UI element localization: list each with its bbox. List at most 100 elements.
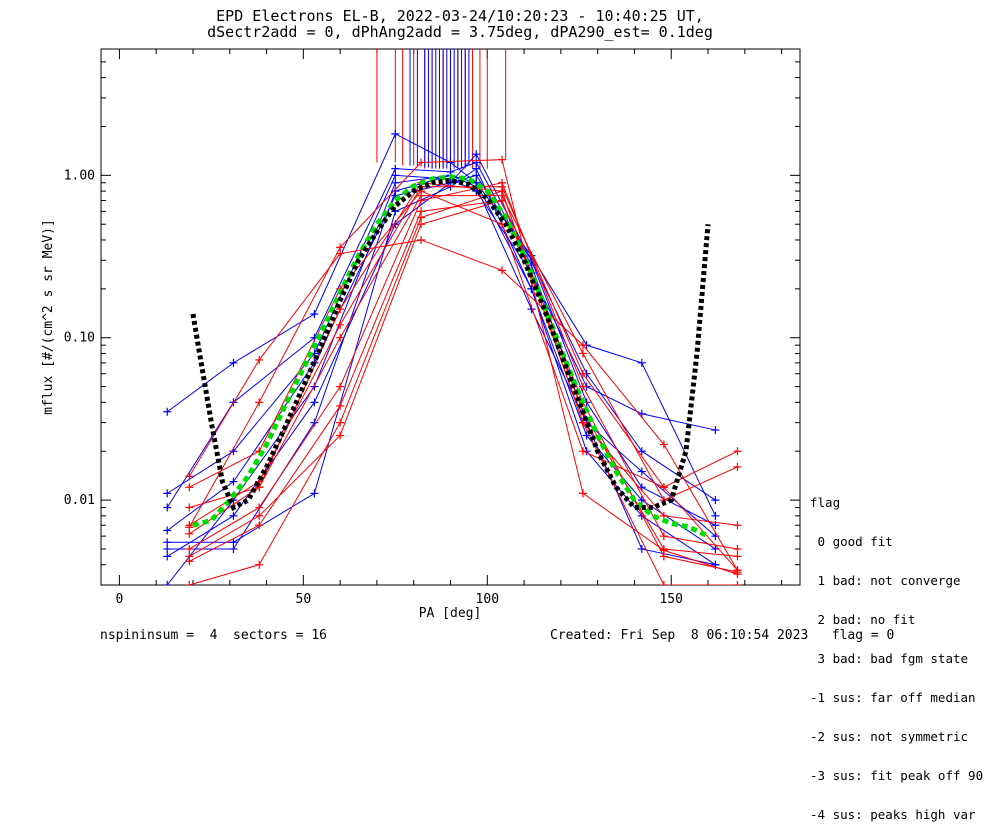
footer-info: nspininsum = 4 sectors = 16 xyxy=(100,628,327,643)
data-point xyxy=(185,521,194,530)
data-point xyxy=(229,477,238,486)
x-tick-label: 0 xyxy=(115,592,123,607)
data-point xyxy=(336,418,345,427)
data-point xyxy=(255,560,264,569)
chart-canvas: 0 50 100 150 0.01 0.10 1.00 PA [deg] mflux [#/… xyxy=(41,48,801,621)
data-point xyxy=(578,382,587,391)
data-layer xyxy=(163,49,742,585)
data-point xyxy=(229,544,238,553)
data-point xyxy=(185,483,194,492)
data-point xyxy=(336,431,345,440)
data-point xyxy=(185,552,194,561)
data-point xyxy=(163,503,172,512)
data-point xyxy=(310,489,319,498)
data-point xyxy=(733,462,742,471)
data-point xyxy=(255,398,264,407)
flag-legend-item: 1 bad: not converge xyxy=(810,573,961,588)
flag-legend-item: -2 sus: not symmetric xyxy=(810,729,969,744)
data-point xyxy=(498,155,507,164)
data-point xyxy=(733,581,742,585)
data-point xyxy=(255,511,264,520)
data-point xyxy=(391,171,400,180)
data-point xyxy=(185,472,194,481)
data-point xyxy=(336,243,345,252)
series-line xyxy=(188,159,738,575)
x-tick-label: 50 xyxy=(296,592,312,607)
data-point xyxy=(578,489,587,498)
data-point xyxy=(391,129,400,138)
y-tick-label: 0.01 xyxy=(64,493,95,508)
data-point xyxy=(163,407,172,416)
data-point xyxy=(472,171,481,180)
x-tick-label: 100 xyxy=(476,592,499,607)
median-curve xyxy=(192,174,710,539)
axes: 0 50 100 150 0.01 0.10 1.00 xyxy=(64,48,800,607)
data-point xyxy=(336,320,345,329)
data-point xyxy=(498,266,507,275)
data-point xyxy=(310,382,319,391)
data-point xyxy=(391,178,400,187)
data-point xyxy=(185,503,194,512)
flag-legend-title: flag xyxy=(810,495,841,510)
data-point xyxy=(336,382,345,391)
data-point xyxy=(637,544,646,553)
data-point xyxy=(578,447,587,456)
x-axis-label: PA [deg] xyxy=(419,606,482,621)
data-point xyxy=(336,401,345,410)
data-point xyxy=(637,447,646,456)
data-point xyxy=(255,521,264,530)
data-point xyxy=(659,532,668,541)
data-point xyxy=(310,398,319,407)
data-point xyxy=(229,358,238,367)
series-line xyxy=(189,199,738,557)
data-point xyxy=(637,467,646,476)
data-point xyxy=(659,544,668,553)
series-line xyxy=(189,182,738,526)
data-point xyxy=(255,503,264,512)
data-point xyxy=(310,309,319,318)
data-point xyxy=(637,358,646,367)
data-point xyxy=(417,235,426,244)
series-line xyxy=(166,161,716,537)
data-point xyxy=(163,581,172,585)
series-line xyxy=(189,190,738,585)
data-point xyxy=(498,196,507,205)
data-point xyxy=(659,440,668,449)
data-point xyxy=(498,187,507,196)
data-point xyxy=(733,521,742,530)
footer-created: Created: Fri Sep 8 06:10:54 2023 flag = … xyxy=(550,628,895,643)
data-point xyxy=(472,164,481,173)
data-point xyxy=(578,369,587,378)
chart-title: EPD Electrons EL-B, 2022-03-24/10:20:23 … xyxy=(216,7,704,25)
data-point xyxy=(163,544,172,553)
data-point xyxy=(711,426,720,435)
y-tick-label: 0.10 xyxy=(64,331,95,346)
data-point xyxy=(185,544,194,553)
series-line xyxy=(188,239,738,571)
data-point xyxy=(391,164,400,173)
data-point xyxy=(733,544,742,553)
data-point xyxy=(417,158,426,167)
series-line xyxy=(166,174,716,494)
data-point xyxy=(163,538,172,547)
series-line xyxy=(167,167,716,566)
data-point xyxy=(733,447,742,456)
data-point xyxy=(711,496,720,505)
fit-curve xyxy=(190,177,711,511)
data-point xyxy=(711,511,720,520)
flag-legend-item: -3 sus: fit peak off 90 xyxy=(810,768,984,783)
data-point xyxy=(578,349,587,358)
data-point xyxy=(659,483,668,492)
flag-legend-item: -4 sus: peaks high var xyxy=(810,807,976,822)
series-line xyxy=(189,195,738,535)
data-point xyxy=(578,418,587,427)
data-point xyxy=(659,581,668,585)
flag-legend: flag 0 good fit 1 bad: not converge 2 ba… xyxy=(810,470,983,834)
series-line xyxy=(189,199,738,573)
flag-legend-item: 3 bad: bad fgm state xyxy=(810,651,969,666)
y-axis-label: mflux [#/(cm^2 s sr MeV)] xyxy=(41,219,56,415)
x-tick-label: 150 xyxy=(659,592,682,607)
data-point xyxy=(229,538,238,547)
data-point xyxy=(185,529,194,538)
series-line xyxy=(189,186,738,526)
